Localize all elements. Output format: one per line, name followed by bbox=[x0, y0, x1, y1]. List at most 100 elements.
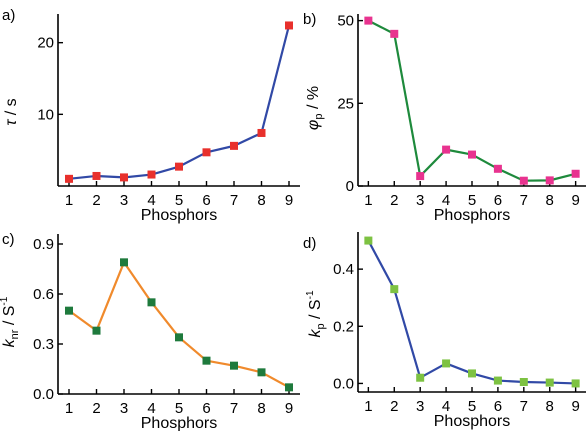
y-tick-label: 0.4 bbox=[333, 261, 354, 278]
x-tick-label: 5 bbox=[175, 192, 183, 209]
x-tick-label: 9 bbox=[571, 398, 579, 415]
series-line bbox=[367, 240, 576, 385]
y-tick-label: 0.2 bbox=[333, 318, 354, 335]
x-tick-label: 7 bbox=[230, 400, 238, 417]
data-point bbox=[493, 164, 502, 173]
x-tick-label: 7 bbox=[520, 192, 528, 209]
data-point bbox=[519, 378, 528, 386]
data-point bbox=[416, 373, 425, 382]
x-tick-label: 5 bbox=[468, 398, 476, 415]
x-tick-label: 6 bbox=[494, 398, 502, 415]
y-tick-label: 0.0 bbox=[333, 375, 354, 392]
data-point bbox=[519, 176, 528, 185]
x-axis-label: Phosphors bbox=[434, 207, 511, 224]
data-point bbox=[202, 356, 211, 365]
y-tick-label: 0.6 bbox=[33, 286, 54, 303]
data-point bbox=[468, 150, 476, 159]
panel-a: 1 2 3 4 5 6 7 8 9 10 20 Phosphors τ / s a) bbox=[2, 7, 300, 224]
data-point bbox=[147, 170, 156, 179]
y-tick-label: 0.0 bbox=[33, 386, 54, 403]
data-point bbox=[147, 298, 156, 307]
y-axis-label: φp / % bbox=[305, 86, 325, 130]
data-point bbox=[120, 258, 128, 267]
y-tick-label: 0.3 bbox=[33, 336, 54, 353]
data-point bbox=[120, 173, 128, 182]
data-point bbox=[571, 379, 580, 388]
data-point bbox=[175, 162, 183, 171]
y-tick-label: 0 bbox=[346, 178, 354, 195]
x-tick-label: 6 bbox=[202, 192, 210, 209]
data-point bbox=[545, 176, 554, 185]
panel-label: b) bbox=[303, 11, 316, 28]
x-tick-label: 2 bbox=[92, 400, 100, 417]
data-point bbox=[92, 326, 101, 335]
x-tick-label: 6 bbox=[494, 192, 502, 209]
data-point bbox=[230, 141, 238, 150]
x-tick-label: 6 bbox=[202, 400, 210, 417]
panel-b: 1 2 3 4 5 6 7 8 9 0 25 50 Phosphors φp / % b) bbox=[303, 11, 586, 224]
x-tick-label: 2 bbox=[390, 192, 398, 209]
panel-d: 1 2 3 4 5 6 7 8 9 0.0 0.2 0.4 Phosphors kp / S-1 d) bbox=[303, 232, 586, 430]
x-tick-label: 8 bbox=[546, 192, 554, 209]
x-tick-label: 5 bbox=[175, 400, 183, 417]
data-point bbox=[545, 378, 554, 387]
data-point bbox=[285, 383, 293, 392]
y-tick-label: 0.9 bbox=[33, 236, 54, 253]
panel-label: d) bbox=[303, 235, 316, 252]
x-tick-label: 2 bbox=[92, 192, 100, 209]
data-point bbox=[468, 369, 476, 378]
y-axis-label: τ / s bbox=[3, 98, 20, 125]
y-axis-label: knr / S-1 bbox=[0, 296, 21, 347]
x-tick-label: 3 bbox=[120, 192, 128, 209]
y-axis-label: kp / S-1 bbox=[305, 290, 327, 337]
data-point bbox=[442, 145, 451, 154]
x-tick-label: 7 bbox=[520, 398, 528, 415]
data-point bbox=[285, 21, 293, 30]
x-tick-label: 4 bbox=[442, 398, 450, 415]
data-point bbox=[65, 174, 73, 183]
series-line bbox=[68, 25, 291, 180]
data-point bbox=[390, 29, 399, 38]
x-tick-label: 1 bbox=[65, 192, 73, 209]
x-tick-label: 3 bbox=[416, 398, 424, 415]
panel-label: c) bbox=[2, 231, 15, 248]
x-tick-label: 3 bbox=[120, 400, 128, 417]
x-tick-label: 4 bbox=[147, 192, 155, 209]
panel-c: 1 2 3 4 5 6 7 8 9 0.0 0.3 0.6 0.9 Phosphors knr / S-1 c… bbox=[0, 231, 300, 431]
data-point bbox=[202, 148, 211, 157]
x-tick-label: 9 bbox=[285, 400, 293, 417]
x-tick-label: 8 bbox=[546, 398, 554, 415]
x-axis-label: Phosphors bbox=[434, 413, 511, 430]
data-point bbox=[364, 16, 373, 25]
data-point bbox=[65, 306, 73, 315]
data-point bbox=[257, 128, 266, 137]
data-point bbox=[175, 333, 183, 342]
x-tick-label: 8 bbox=[257, 192, 265, 209]
data-point bbox=[257, 368, 266, 377]
x-tick-label: 3 bbox=[416, 192, 424, 209]
x-tick-label: 2 bbox=[390, 398, 398, 415]
x-tick-label: 1 bbox=[364, 398, 372, 415]
x-tick-label: 7 bbox=[230, 192, 238, 209]
data-point bbox=[92, 171, 101, 180]
series-line bbox=[68, 261, 290, 389]
y-tick-label: 20 bbox=[37, 35, 54, 52]
x-tick-label: 4 bbox=[147, 400, 155, 417]
data-point bbox=[416, 172, 425, 181]
data-point bbox=[230, 361, 238, 370]
x-tick-label: 9 bbox=[571, 192, 579, 209]
x-tick-label: 1 bbox=[65, 400, 73, 417]
data-point bbox=[442, 359, 451, 368]
data-point bbox=[493, 376, 502, 385]
panel-label: a) bbox=[2, 7, 15, 24]
y-tick-label: 25 bbox=[337, 95, 354, 112]
x-tick-label: 9 bbox=[285, 192, 293, 209]
x-tick-label: 1 bbox=[364, 192, 372, 209]
y-tick-label: 50 bbox=[337, 13, 354, 30]
data-point bbox=[390, 285, 399, 294]
data-point bbox=[364, 236, 373, 245]
y-tick-label: 10 bbox=[37, 106, 54, 123]
x-tick-label: 8 bbox=[257, 400, 265, 417]
x-tick-label: 4 bbox=[442, 192, 450, 209]
